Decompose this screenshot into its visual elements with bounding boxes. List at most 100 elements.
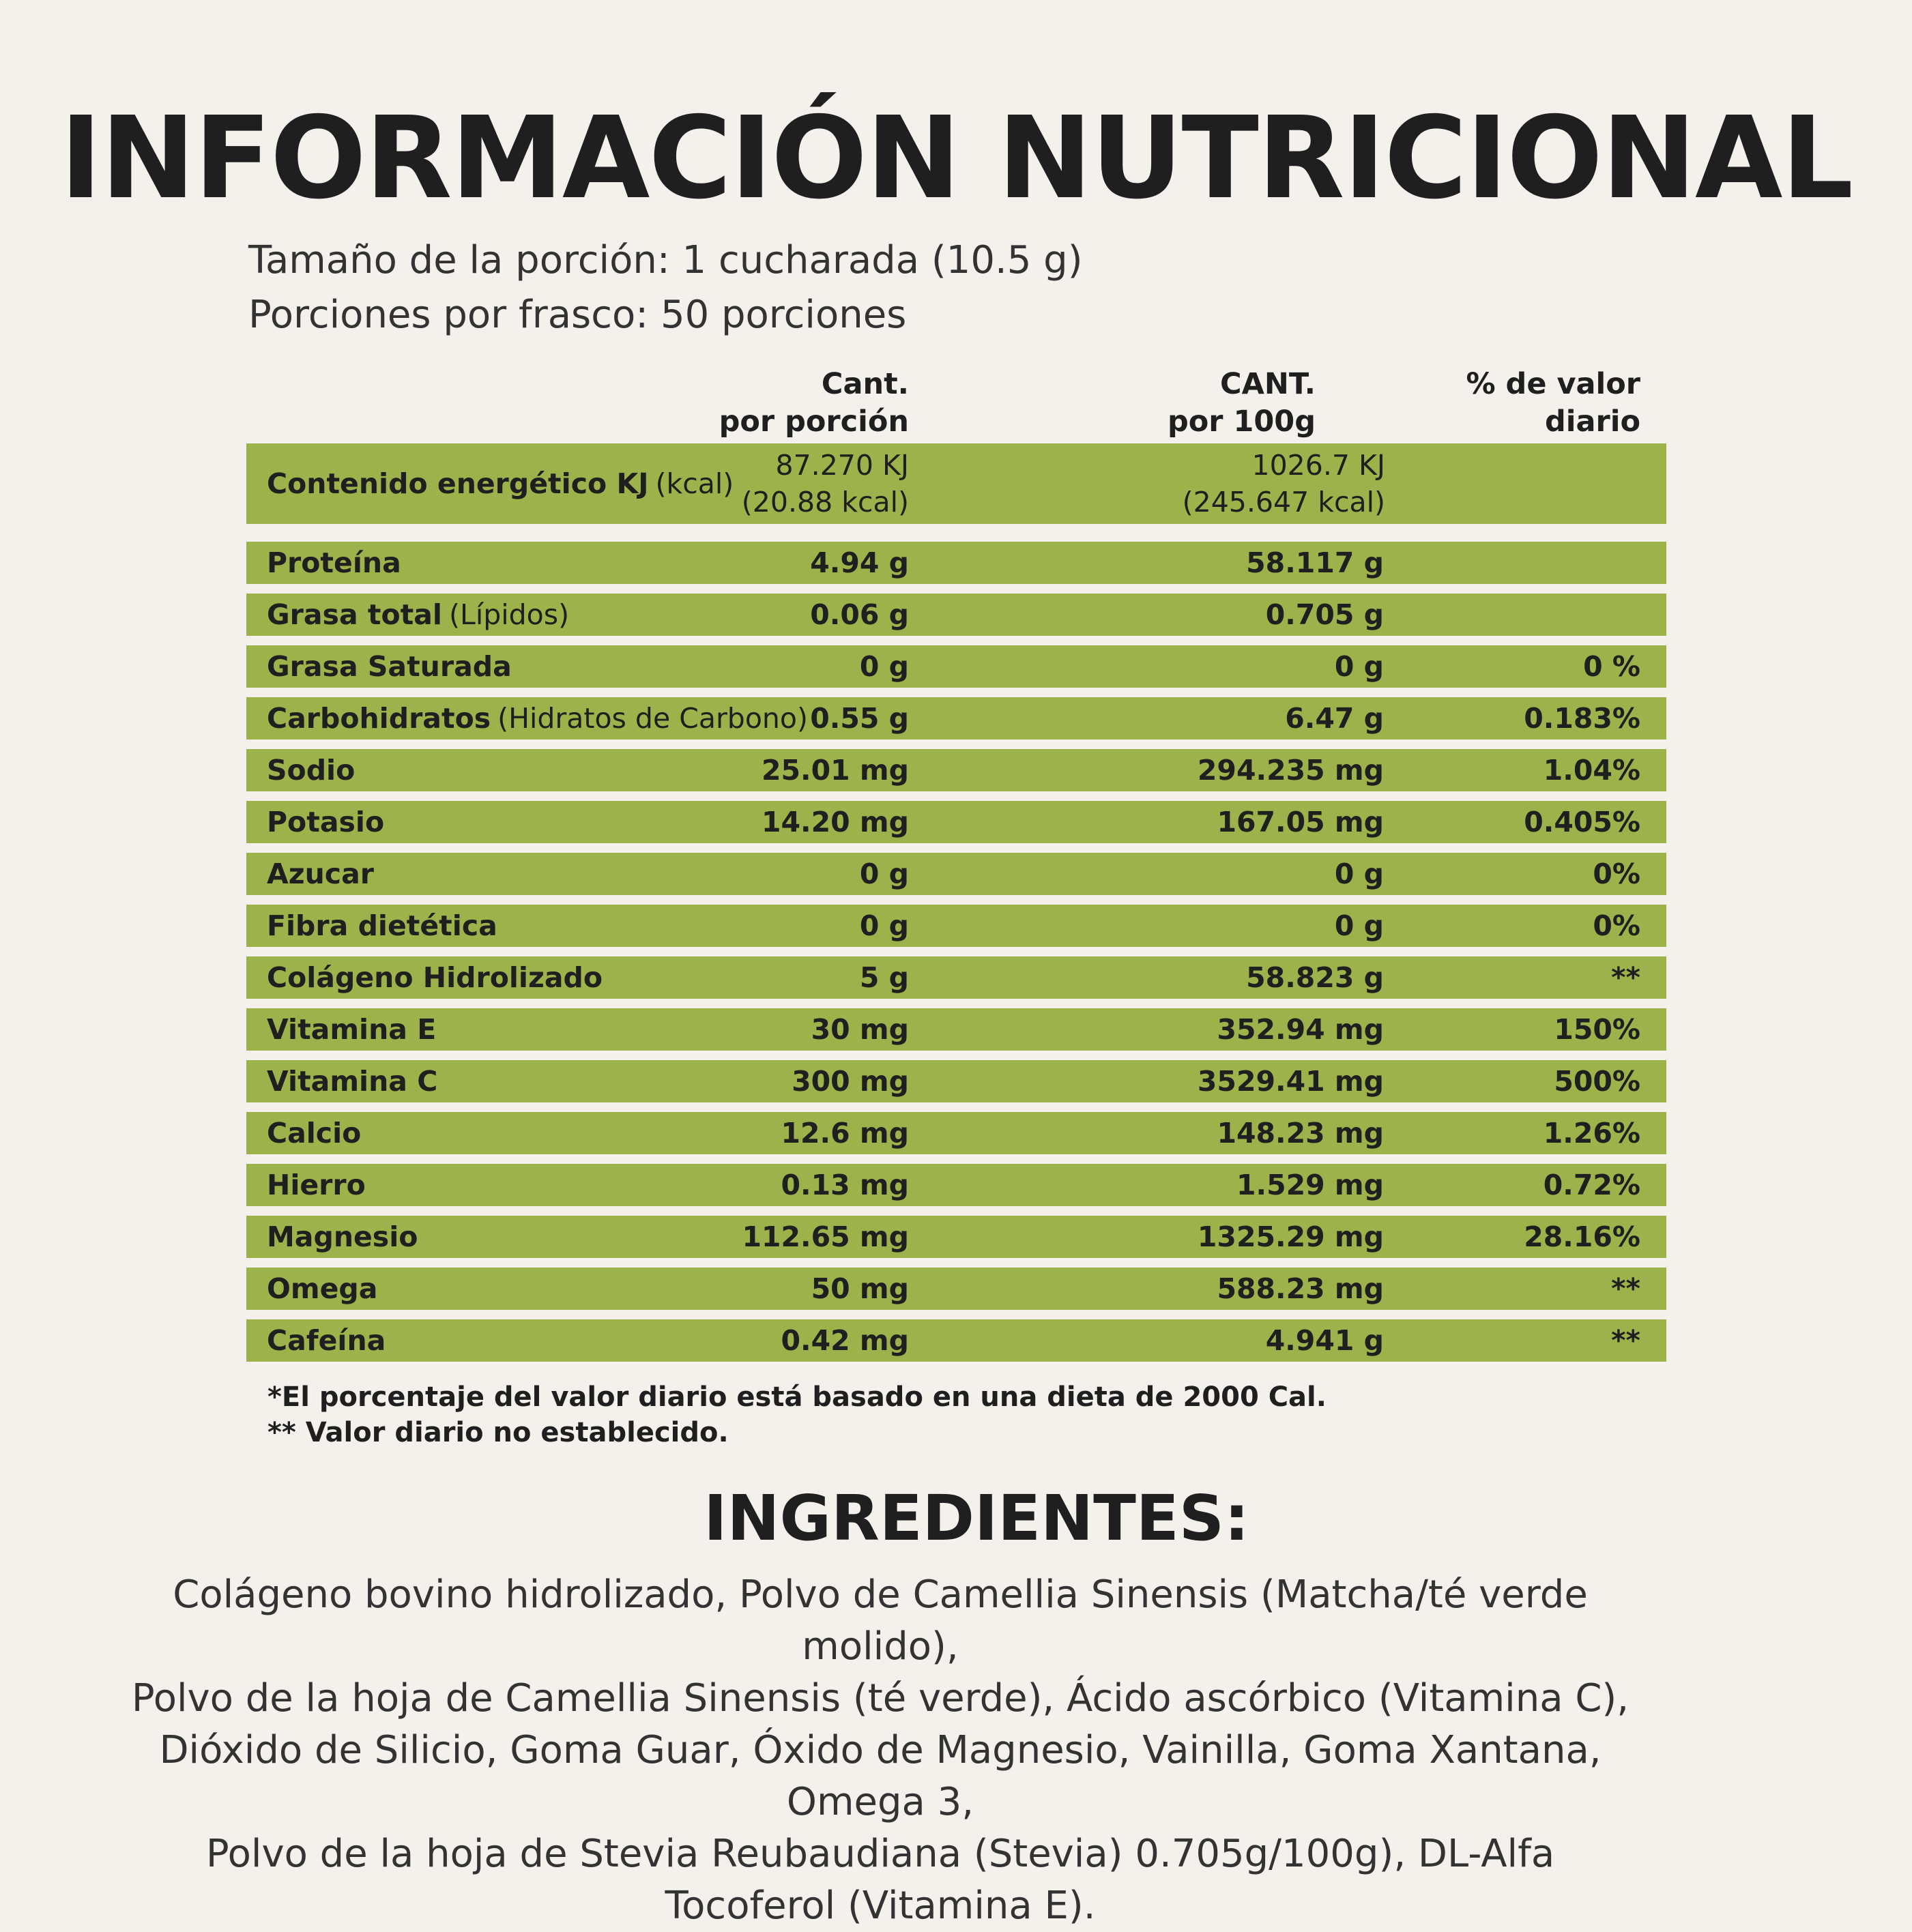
energy-per-serving-kj: 87.270 KJ [775, 449, 909, 482]
nutrient-name: Potasio [267, 806, 385, 838]
energy-per-100g: 1026.7 KJ (245.647 kcal) [1183, 443, 1385, 524]
nutrient-label: Fibra dietética [267, 905, 497, 947]
header-per-100g: CANT. por 100g [1168, 366, 1316, 441]
header-daily-value-line1: % de valor [1466, 367, 1640, 401]
footnotes: *El porcentaje del valor diario está bas… [267, 1379, 1327, 1450]
nutrient-label: Grasa total (Lípidos) [267, 594, 569, 636]
nutrient-name: Calcio [267, 1117, 362, 1150]
table-row: Omega 50 mg 588.23 mg ** [246, 1268, 1666, 1310]
value-per-serving: 30 mg [811, 1013, 909, 1046]
value-per-100g: 3529.41 mg [1197, 1065, 1384, 1098]
ingredients-line: Dióxido de Silicio, Goma Guar, Óxido de … [159, 1728, 1602, 1824]
value-per-serving: 50 mg [811, 1272, 909, 1305]
energy-row: Contenido energético KJ (kcal) 87.270 KJ… [246, 443, 1666, 524]
value-per-serving: 300 mg [792, 1065, 909, 1098]
value-per-100g: 4.941 g [1265, 1324, 1384, 1357]
nutrient-name: Magnesio [267, 1220, 418, 1253]
value-per-serving: 0.13 mg [781, 1169, 909, 1201]
value-daily-percent: 500% [1554, 1065, 1640, 1098]
nutrient-label: Hierro [267, 1164, 366, 1206]
value-per-100g: 58.823 g [1246, 961, 1384, 994]
value-daily-percent: ** [1611, 961, 1640, 994]
nutrient-name: Grasa Saturada [267, 650, 512, 683]
nutrient-label: Vitamina E [267, 1008, 436, 1051]
value-per-serving: 0 g [859, 909, 909, 942]
nutrient-label: Azucar [267, 853, 374, 895]
nutrition-table: Cant. por porción CANT. por 100g % de va… [246, 362, 1666, 1371]
value-daily-percent: 1.04% [1543, 754, 1640, 787]
nutrient-label: Vitamina C [267, 1060, 437, 1102]
table-row: Magnesio 112.65 mg 1325.29 mg 28.16% [246, 1216, 1666, 1258]
header-per-serving-line1: Cant. [821, 367, 909, 401]
nutrient-rows: Proteína 4.94 g 58.117 g Grasa total (Lípido… [246, 542, 1666, 1362]
header-per-100g-line2: por 100g [1167, 405, 1316, 439]
nutrient-name: Azucar [267, 858, 374, 890]
nutrient-label: Magnesio [267, 1216, 418, 1258]
value-per-100g: 148.23 mg [1217, 1117, 1384, 1150]
servings-per-container: Porciones por frasco: 50 porciones [248, 293, 907, 337]
nutrient-name: Proteína [267, 546, 401, 579]
header-daily-value-line2: diario [1544, 405, 1640, 439]
value-per-100g: 0 g [1334, 909, 1384, 942]
ingredients-line: Tocoferol (Vitamina E). [665, 1884, 1096, 1928]
table-row: Grasa Saturada 0 g 0 g 0 % [246, 645, 1666, 688]
serving-size: Tamaño de la porción: 1 cucharada (10.5 … [248, 238, 1083, 282]
value-per-100g: 588.23 mg [1217, 1272, 1384, 1305]
nutrient-name-paren: (Lípidos) [448, 598, 570, 631]
value-daily-percent: 0% [1593, 909, 1640, 942]
ingredients-text: Colágeno bovino hidrolizado, Polvo de Ca… [109, 1569, 1651, 1932]
nutrient-label: Colágeno Hidrolizado [267, 956, 603, 999]
nutrient-name: Hierro [267, 1169, 366, 1201]
value-per-serving: 0.06 g [810, 598, 909, 631]
value-per-100g: 0 g [1334, 858, 1384, 890]
value-per-100g: 294.235 mg [1197, 754, 1384, 787]
value-per-serving: 4.94 g [810, 546, 909, 579]
table-row: Sodio 25.01 mg 294.235 mg 1.04% [246, 749, 1666, 791]
value-daily-percent: ** [1611, 1324, 1640, 1357]
table-row: Potasio 14.20 mg 167.05 mg 0.405% [246, 801, 1666, 843]
energy-label: Contenido energético KJ (kcal) [267, 443, 734, 524]
value-per-100g: 1.529 mg [1236, 1169, 1384, 1201]
footnote-daily-value: *El porcentaje del valor diario está bas… [267, 1381, 1327, 1413]
value-daily-percent: 1.26% [1543, 1117, 1640, 1150]
nutrient-label: Cafeína [267, 1319, 386, 1362]
table-row: Hierro 0.13 mg 1.529 mg 0.72% [246, 1164, 1666, 1206]
nutrient-name: Carbohidratos [267, 702, 491, 735]
nutrient-name: Cafeína [267, 1324, 386, 1357]
value-per-serving: 0.55 g [810, 702, 909, 735]
ingredients-title: INGREDIENTES: [704, 1482, 1249, 1555]
nutrient-name: Omega [267, 1272, 378, 1305]
value-per-serving: 0.42 mg [781, 1324, 909, 1357]
value-per-100g: 167.05 mg [1217, 806, 1384, 838]
value-daily-percent: 0% [1593, 858, 1640, 890]
value-per-100g: 1325.29 mg [1197, 1220, 1384, 1253]
table-row: Cafeína 0.42 mg 4.941 g ** [246, 1319, 1666, 1362]
nutrient-name: Vitamina C [267, 1065, 438, 1098]
nutrient-label: Grasa Saturada [267, 645, 512, 688]
nutrient-label: Carbohidratos (Hidratos de Carbono) [267, 697, 808, 740]
header-per-100g-line1: CANT. [1220, 367, 1316, 401]
nutrient-label: Calcio [267, 1112, 361, 1154]
table-row: Azucar 0 g 0 g 0% [246, 853, 1666, 895]
energy-name-paren: (kcal) [655, 467, 734, 500]
table-row: Proteína 4.94 g 58.117 g [246, 542, 1666, 584]
value-daily-percent: ** [1611, 1272, 1640, 1305]
value-per-serving: 0 g [859, 650, 909, 683]
energy-per-100g-kj: 1026.7 KJ [1251, 449, 1385, 482]
table-header: Cant. por porción CANT. por 100g % de va… [246, 362, 1666, 443]
value-daily-percent: 28.16% [1524, 1220, 1640, 1253]
value-per-100g: 58.117 g [1246, 546, 1384, 579]
table-row: Grasa total (Lípidos) 0.06 g 0.705 g [246, 594, 1666, 636]
table-row: Vitamina E 30 mg 352.94 mg 150% [246, 1008, 1666, 1051]
table-row: Calcio 12.6 mg 148.23 mg 1.26% [246, 1112, 1666, 1154]
table-row: Vitamina C 300 mg 3529.41 mg 500% [246, 1060, 1666, 1102]
value-daily-percent: 0.405% [1524, 806, 1640, 838]
ingredients-line: Polvo de la hoja de Camellia Sinensis (t… [131, 1676, 1629, 1721]
value-daily-percent: 0.183% [1524, 702, 1640, 735]
value-daily-percent: 0.72% [1543, 1169, 1640, 1201]
energy-per-serving: 87.270 KJ (20.88 kcal) [742, 443, 909, 524]
value-per-serving: 12.6 mg [781, 1117, 909, 1150]
table-row: Colágeno Hidrolizado 5 g 58.823 g ** [246, 956, 1666, 999]
value-per-100g: 352.94 mg [1217, 1013, 1384, 1046]
value-per-serving: 0 g [859, 858, 909, 890]
